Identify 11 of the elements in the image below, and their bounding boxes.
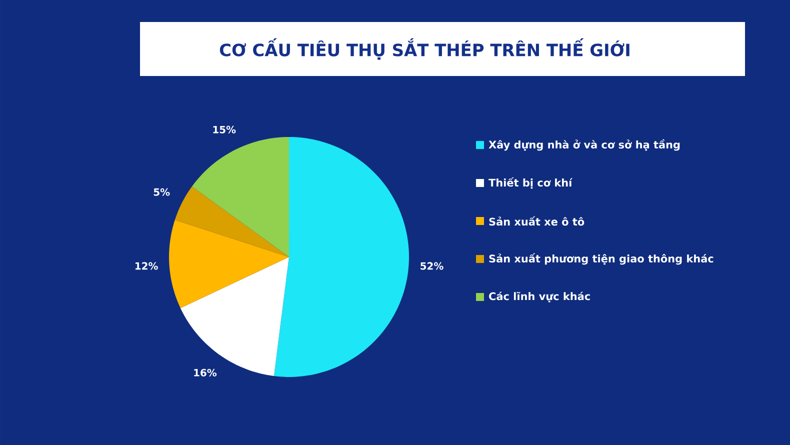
legend-label: Sản xuất phương tiện giao thông khác [489, 253, 714, 265]
legend-label: Các lĩnh vực khác [489, 292, 590, 302]
data-label: 52% [420, 262, 444, 270]
data-label: 5% [154, 188, 170, 196]
data-label: 12% [135, 262, 158, 270]
data-label: 15% [213, 126, 236, 134]
legend-label: Xây dựng nhà ở và cơ sở hạ tầng [488, 139, 680, 151]
legend-label: Thiết bị cơ khí [488, 177, 573, 189]
legend-label: Sản xuất xe ô tô [489, 216, 584, 226]
chart-title: CƠ CẤU TIÊU THỤ SẮT THÉP TRÊN THẾ GIỚI [220, 38, 630, 60]
data-label: 16% [194, 368, 217, 376]
